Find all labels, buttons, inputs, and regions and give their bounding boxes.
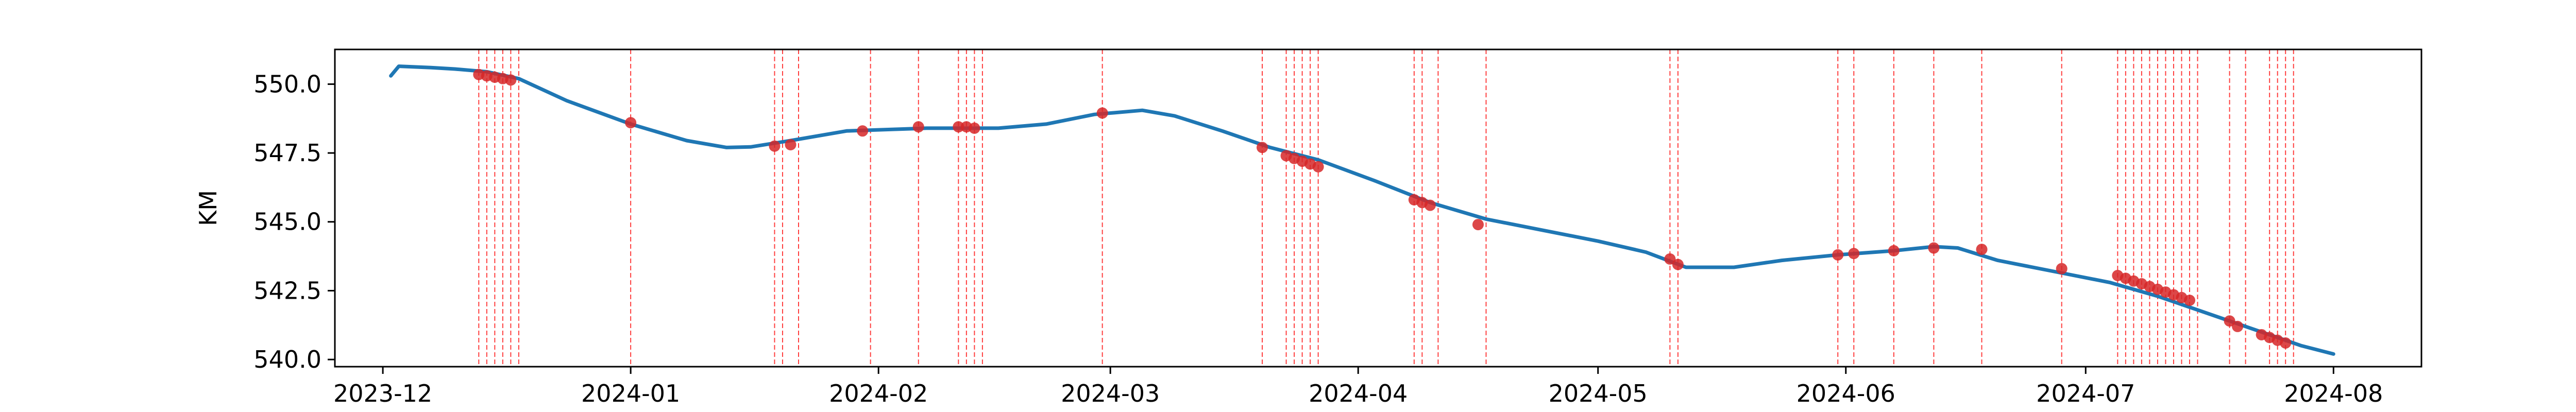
y-tick-label: 542.5 (253, 277, 321, 304)
plot-area-frame (334, 48, 2422, 368)
event-marker (2184, 295, 2195, 306)
event-marker (2232, 320, 2244, 332)
event-marker (625, 117, 637, 129)
event-marker (785, 139, 796, 151)
event-marker (969, 122, 980, 134)
x-tick-label: 2024-03 (1061, 380, 1160, 407)
y-tick-label: 547.5 (253, 139, 321, 167)
event-marker (1472, 219, 1484, 231)
event-marker (1664, 253, 1676, 265)
event-marker (1928, 242, 1940, 254)
event-marker (1832, 249, 1844, 261)
event-marker (505, 74, 517, 86)
y-axis-label: KM (194, 190, 222, 226)
event-marker (1257, 142, 1268, 153)
y-tick-label: 540.0 (253, 346, 321, 373)
x-axis: 2023-12 2024-01 2024-02 2024-03 2024-04 2024-… (333, 367, 2383, 407)
x-tick-label: 2024-07 (2036, 380, 2135, 407)
x-tick-label: 2023-12 (333, 380, 432, 407)
vertical-reference-lines (478, 49, 2294, 367)
x-tick-label: 2024-08 (2284, 380, 2383, 407)
event-marker (1976, 244, 1988, 255)
event-marker (2224, 315, 2235, 327)
x-tick-label: 2024-04 (1309, 380, 1408, 407)
markers-layer (473, 68, 2292, 349)
y-axis: 540.0 542.5 545.0 547.5 550.0 (253, 70, 335, 373)
event-marker (857, 125, 869, 137)
x-tick-label: 2024-06 (1797, 380, 1895, 407)
event-marker (1424, 199, 1436, 211)
event-marker (1312, 161, 1324, 173)
event-marker (1888, 245, 1900, 256)
y-tick-label: 550.0 (253, 70, 321, 98)
event-marker (912, 121, 924, 133)
event-marker (769, 140, 781, 152)
event-marker (1096, 107, 1108, 119)
y-tick-label: 545.0 (253, 208, 321, 236)
x-tick-label: 2024-01 (581, 380, 680, 407)
x-tick-label: 2024-02 (829, 380, 928, 407)
x-tick-label: 2024-05 (1549, 380, 1648, 407)
event-marker (2056, 263, 2067, 274)
event-marker (1848, 248, 1860, 260)
event-marker (2280, 337, 2292, 349)
event-marker (953, 121, 964, 133)
event-marker (1672, 259, 1684, 270)
